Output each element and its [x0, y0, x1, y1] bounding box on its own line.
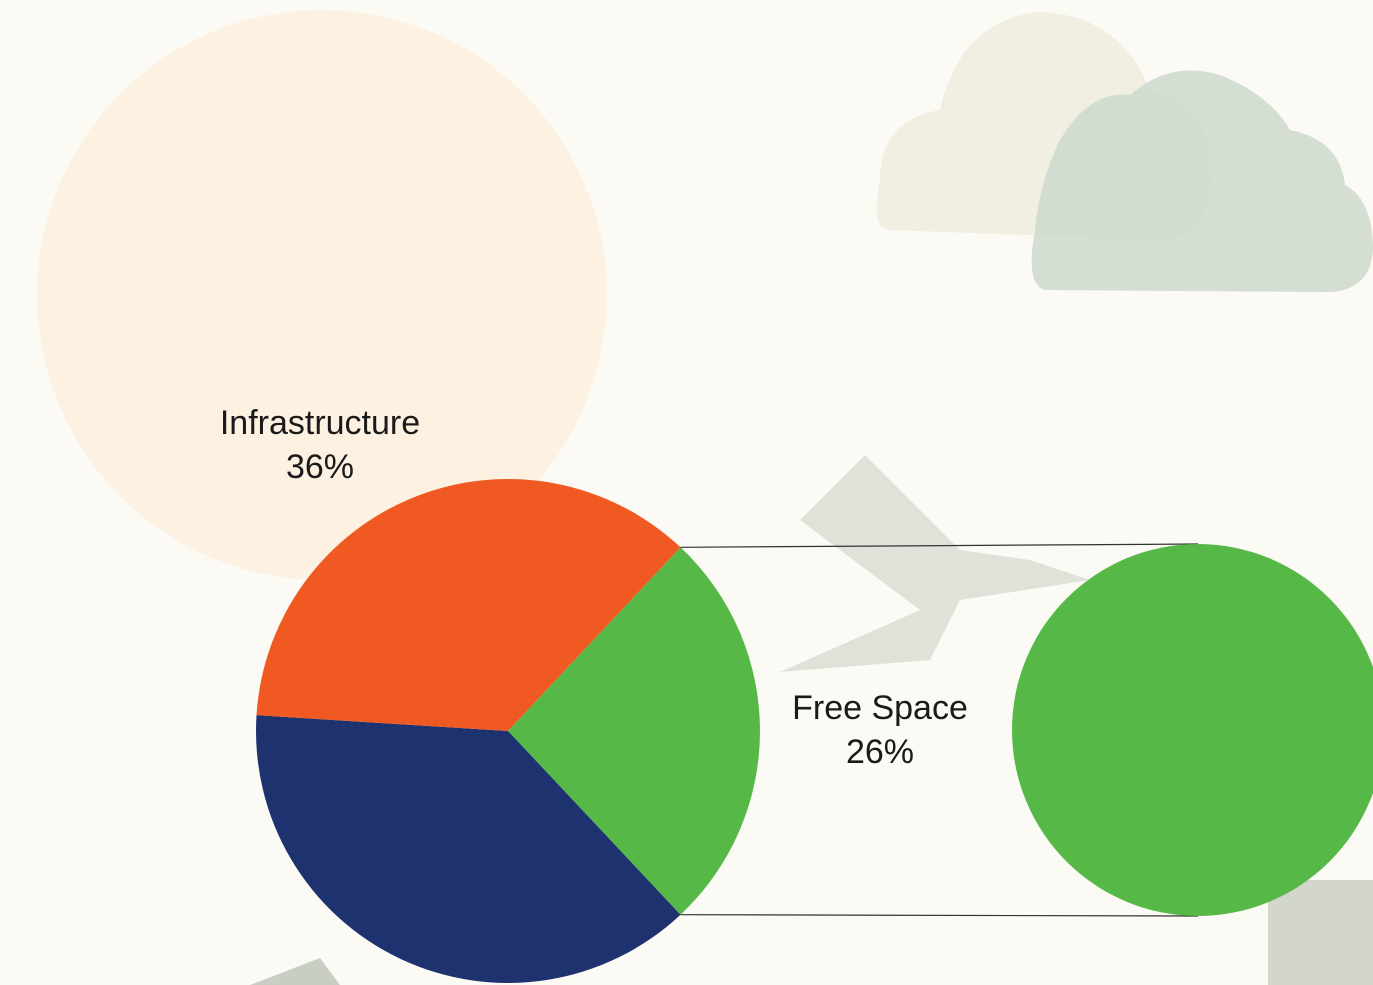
bird-shape: [250, 958, 340, 985]
building-shape: [1268, 880, 1373, 985]
cloud-shape: [1031, 70, 1373, 292]
bird-shape: [780, 455, 1090, 672]
sun-shape: [37, 10, 607, 580]
connector-line: [680, 543, 1199, 548]
secondary-pie-slice: [1012, 544, 1373, 916]
pie-slice: [256, 479, 681, 731]
data-label-value: 36%: [286, 448, 354, 486]
pie-slice: [255, 715, 681, 983]
connector-line: [680, 914, 1199, 917]
pie-slice: [508, 547, 760, 915]
data-label-name: Free Space: [792, 689, 968, 727]
background-art: [37, 10, 1373, 985]
data-label-name: Infrastructure: [220, 404, 420, 442]
data-label-value: 26%: [846, 733, 914, 771]
